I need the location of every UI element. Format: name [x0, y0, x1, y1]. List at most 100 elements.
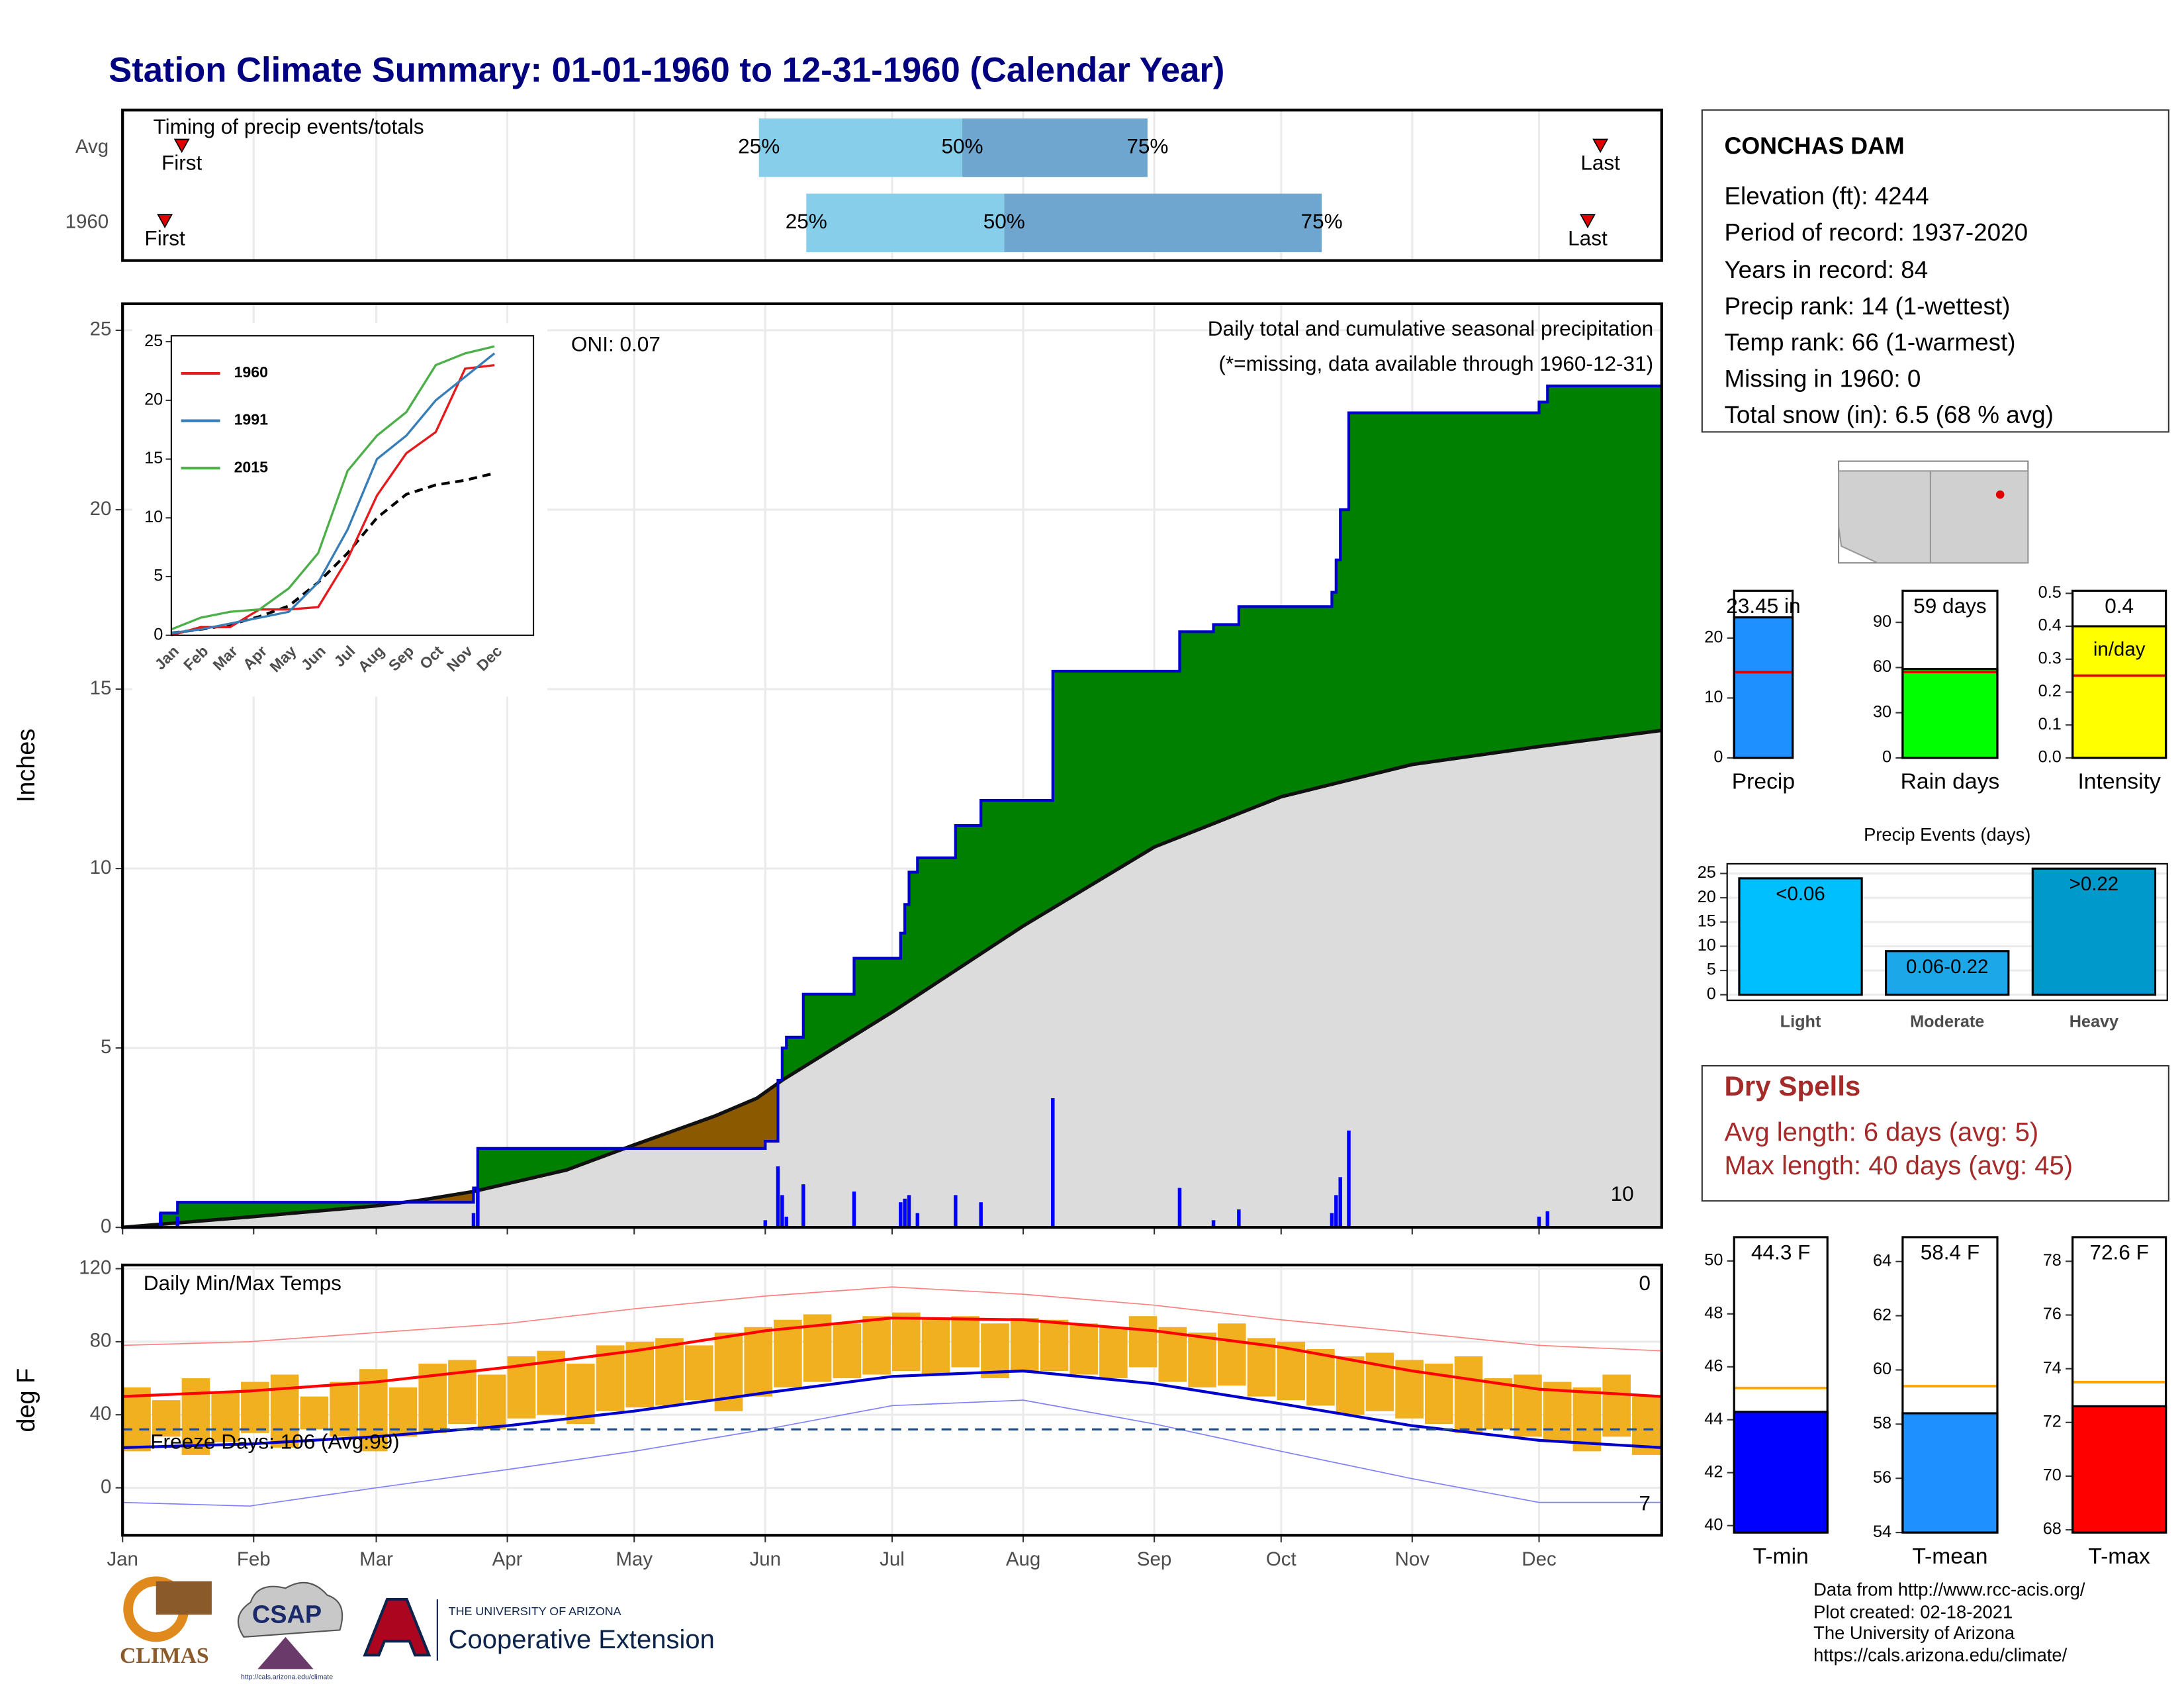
x-tick-label: Dec: [1522, 1548, 1556, 1570]
x-tick-label: Aug: [1006, 1548, 1040, 1570]
panel-note: (*=missing, data available through 1960-…: [1218, 352, 1653, 375]
record-count: 10: [1611, 1182, 1634, 1205]
daily-temp-bar: [567, 1363, 595, 1425]
quartile-label: 25%: [786, 209, 827, 233]
series-line: [171, 345, 495, 631]
panel-frame: [121, 1263, 1663, 1537]
y-tick-label: 74: [2043, 1358, 2062, 1377]
y-tick-label: 10: [144, 508, 163, 526]
university-name: THE UNIVERSITY OF ARIZONA: [449, 1605, 621, 1618]
daily-precip-bar: [1338, 1177, 1342, 1228]
series-line: [171, 363, 495, 637]
y-tick-label: 120: [79, 1256, 111, 1278]
quartile-bar-upper: [1004, 193, 1322, 252]
event-marker: [1580, 214, 1596, 228]
daily-precip-bar: [1330, 1213, 1334, 1228]
daily-precip-bar: [1211, 1220, 1216, 1228]
csap-cloud: [237, 1581, 343, 1638]
event-label: First: [161, 151, 203, 175]
y-tick-label: 40: [1704, 1515, 1723, 1534]
value-label: 0.4: [2105, 594, 2134, 618]
station-dot: [1995, 490, 2005, 499]
y-tick-label: 72: [2043, 1412, 2062, 1430]
daily-precip-bar: [175, 1216, 179, 1228]
daily-precip-bar: [158, 1213, 163, 1228]
climas-logo: CLIMAS: [120, 1644, 209, 1668]
legend-label: 1960: [234, 363, 268, 381]
y-tick-label: 54: [1873, 1523, 1891, 1541]
daily-precip-bar: [1347, 1130, 1351, 1228]
y-tick-label: 80: [90, 1330, 112, 1352]
daily-precip-bar: [1237, 1209, 1241, 1228]
daily-temp-bar: [684, 1345, 713, 1401]
station-line: Elevation (ft): 4244: [1724, 183, 1929, 210]
dry-spells-line: Max length: 40 days (avg: 45): [1724, 1151, 2073, 1180]
panel-frame: [1901, 589, 1999, 759]
panel-title: Precip Events (days): [1864, 824, 2030, 845]
y-tick-label: Avg: [75, 136, 109, 158]
csap-logo: CSAP: [252, 1601, 322, 1628]
daily-precip-bar: [915, 1213, 920, 1228]
y-tick-label: 0.2: [2038, 682, 2062, 700]
daily-precip-bar: [1051, 1098, 1055, 1228]
gauge-bar: [1901, 1412, 1999, 1534]
daily-precip-bar: [776, 1166, 780, 1228]
daily-precip-bar: [852, 1191, 856, 1228]
daily-temp-bar: [1188, 1333, 1216, 1387]
daily-temp-bar: [774, 1319, 802, 1387]
bar: [1885, 950, 2010, 996]
daily-precip-bar: [801, 1184, 805, 1228]
y-tick-label: 5: [154, 567, 163, 585]
ua-logo: [363, 1598, 432, 1657]
daily-temp-bar: [1099, 1327, 1128, 1379]
daily-temp-bar: [655, 1338, 684, 1406]
station-line: Temp rank: 66 (1-warmest): [1724, 329, 2015, 356]
y-tick-label: 1960: [66, 211, 109, 233]
y-tick-label: 25: [144, 332, 163, 350]
daily-temp-bar: [1128, 1316, 1158, 1368]
panel-frame: [121, 302, 1663, 1229]
station-line: Missing in 1960: 0: [1724, 365, 1921, 392]
daily-temp-bar: [1306, 1348, 1335, 1406]
x-tick-label: Apr: [492, 1548, 523, 1570]
y-tick-label: 15: [144, 449, 163, 467]
daily-precip-bar: [780, 1195, 784, 1228]
event-marker: [157, 214, 173, 228]
average-area: [122, 730, 1662, 1228]
daily-temp-bar: [330, 1382, 358, 1437]
quartile-label: 75%: [1301, 209, 1343, 233]
footer-line: Data from http://www.rcc-acis.org/: [1813, 1579, 2085, 1600]
footer-line: https://cals.arizona.edu/climate/: [1813, 1645, 2067, 1665]
daily-temp-bar: [152, 1400, 181, 1437]
y-tick-label: 10: [90, 857, 112, 878]
x-tick-label: Jan: [107, 1548, 138, 1570]
y-tick-label: 5: [1707, 961, 1716, 979]
y-tick-label: 0.3: [2038, 649, 2062, 667]
daily-temp-bar: [1602, 1374, 1631, 1437]
panel-frame: [1726, 863, 2168, 1002]
daily-temp-bar: [1336, 1356, 1365, 1415]
y-tick-label: 78: [2043, 1251, 2062, 1270]
line: [122, 1369, 1662, 1449]
x-tick-label: Mar: [359, 1548, 393, 1570]
y-tick-label: 76: [2043, 1305, 2062, 1323]
daily-temp-bar: [477, 1374, 506, 1430]
dry-spells-line: Avg length: 6 days (avg: 5): [1724, 1118, 2038, 1147]
y-tick-label: 20: [1698, 888, 1716, 906]
station-line: Years in record: 84: [1724, 256, 1928, 283]
station-box: [1701, 109, 2169, 433]
value-label: 59 days: [1913, 594, 1987, 618]
station-line: Period of record: 1937-2020: [1724, 218, 2028, 246]
x-tick-label: Oct: [1266, 1548, 1297, 1570]
daily-precip-bar: [1334, 1195, 1338, 1228]
y-tick-label: 0: [1707, 984, 1716, 1003]
x-tick-label: Nov: [1395, 1548, 1430, 1570]
quartile-label: 25%: [738, 134, 780, 158]
legend-label: 1991: [234, 411, 269, 428]
y-tick-label: 0.0: [2038, 748, 2062, 767]
panel-title: Daily Min/Max Temps: [144, 1271, 341, 1295]
inset-bg: [132, 323, 548, 697]
quartile-label: 75%: [1126, 134, 1168, 158]
y-tick-label: 5: [101, 1036, 111, 1058]
daily-temp-bar: [1572, 1387, 1602, 1452]
